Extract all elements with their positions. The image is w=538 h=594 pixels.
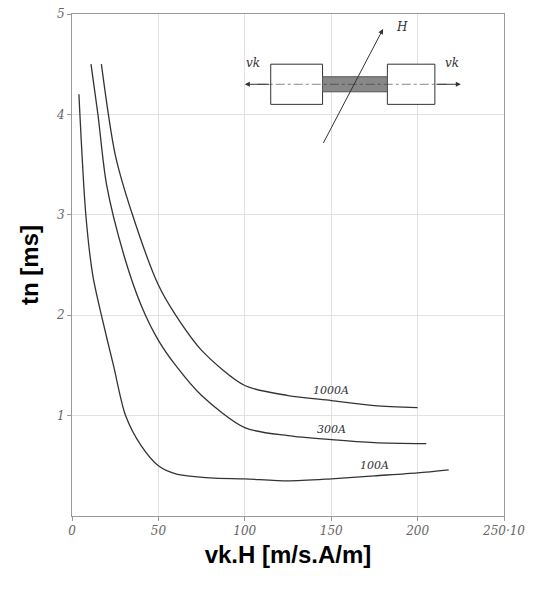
svg-text:4: 4 (56, 108, 65, 122)
svg-text:150: 150 (320, 524, 343, 538)
svg-text:tn [ms]: tn [ms] (16, 225, 43, 305)
svg-text:2: 2 (56, 308, 65, 322)
svg-text:H: H (396, 20, 408, 34)
svg-text:0: 0 (68, 524, 76, 538)
svg-text:100A: 100A (360, 459, 389, 472)
svg-text:3: 3 (57, 208, 65, 222)
svg-text:100: 100 (233, 524, 256, 538)
svg-text:300A: 300A (317, 423, 346, 436)
svg-text:200: 200 (405, 524, 429, 538)
svg-text:5: 5 (57, 7, 65, 21)
svg-text:250·10: 250·10 (482, 524, 525, 538)
svg-text:vk: vk (246, 56, 260, 70)
svg-text:vk: vk (445, 56, 459, 70)
svg-text:1000A: 1000A (313, 384, 349, 397)
svg-text:1: 1 (57, 409, 65, 423)
svg-text:50: 50 (151, 524, 167, 538)
svg-text:vk.H [m/s.A/m]: vk.H [m/s.A/m] (205, 541, 372, 568)
